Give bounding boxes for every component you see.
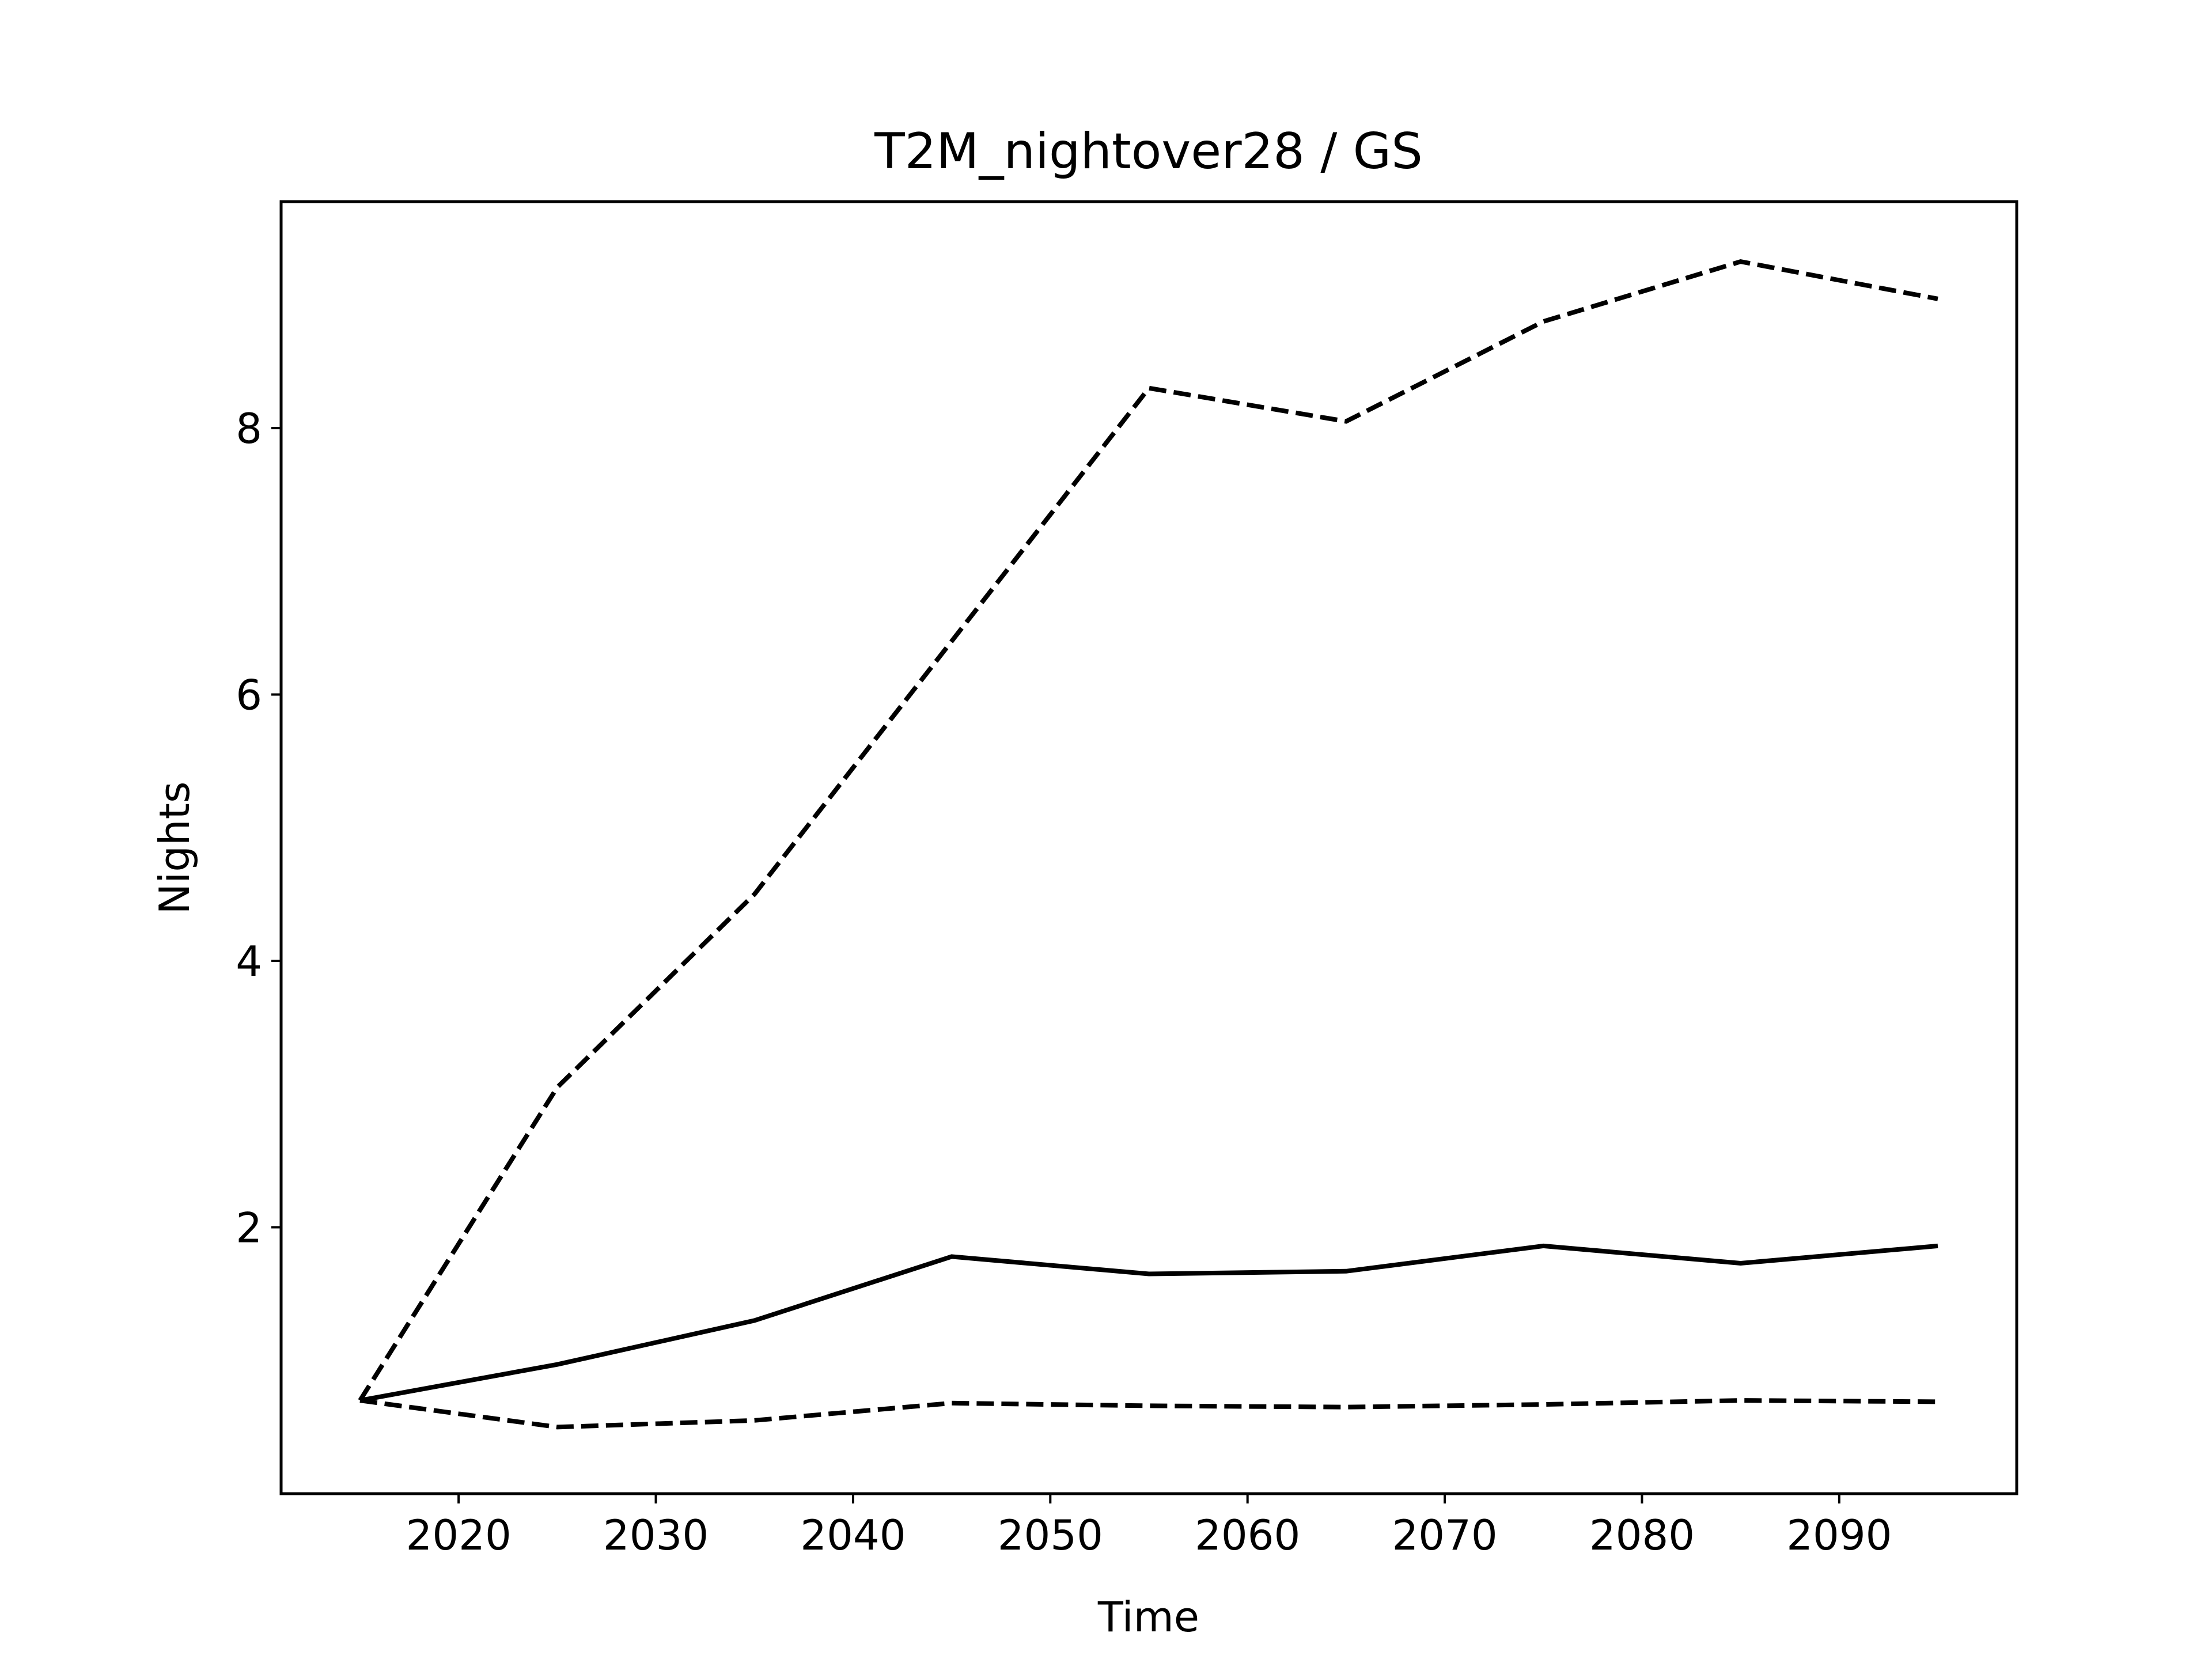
y-axis: 2 4 6 8 [236, 404, 281, 1252]
x-tick-label: 2060 [1195, 1511, 1300, 1559]
x-tick-label: 2090 [1786, 1511, 1892, 1559]
plot-frame [279, 200, 2018, 1495]
x-axis-label: Time [1097, 1593, 1199, 1641]
y-tick-label: 6 [236, 671, 262, 719]
y-tick-label: 2 [236, 1204, 262, 1252]
chart-title: T2M_nightover28 / GS [874, 123, 1423, 180]
x-tick-label: 2020 [406, 1511, 512, 1559]
x-tick-label: 2070 [1392, 1511, 1497, 1559]
x-axis: 2020 2030 2040 2050 2060 2070 2080 2090 [406, 1494, 1892, 1559]
plot-area [358, 259, 1938, 1430]
series-line-2 [359, 1243, 1938, 1403]
series-line-1 [358, 259, 1938, 1402]
x-tick-label: 2080 [1589, 1511, 1695, 1559]
y-tick-label: 8 [236, 404, 262, 453]
x-tick-label: 2040 [800, 1511, 906, 1559]
y-axis-label: Nights [150, 782, 199, 915]
y-tick-label: 4 [236, 937, 262, 986]
series-line-3 [359, 1398, 1938, 1430]
x-tick-label: 2030 [603, 1511, 709, 1559]
x-tick-label: 2050 [998, 1511, 1103, 1559]
